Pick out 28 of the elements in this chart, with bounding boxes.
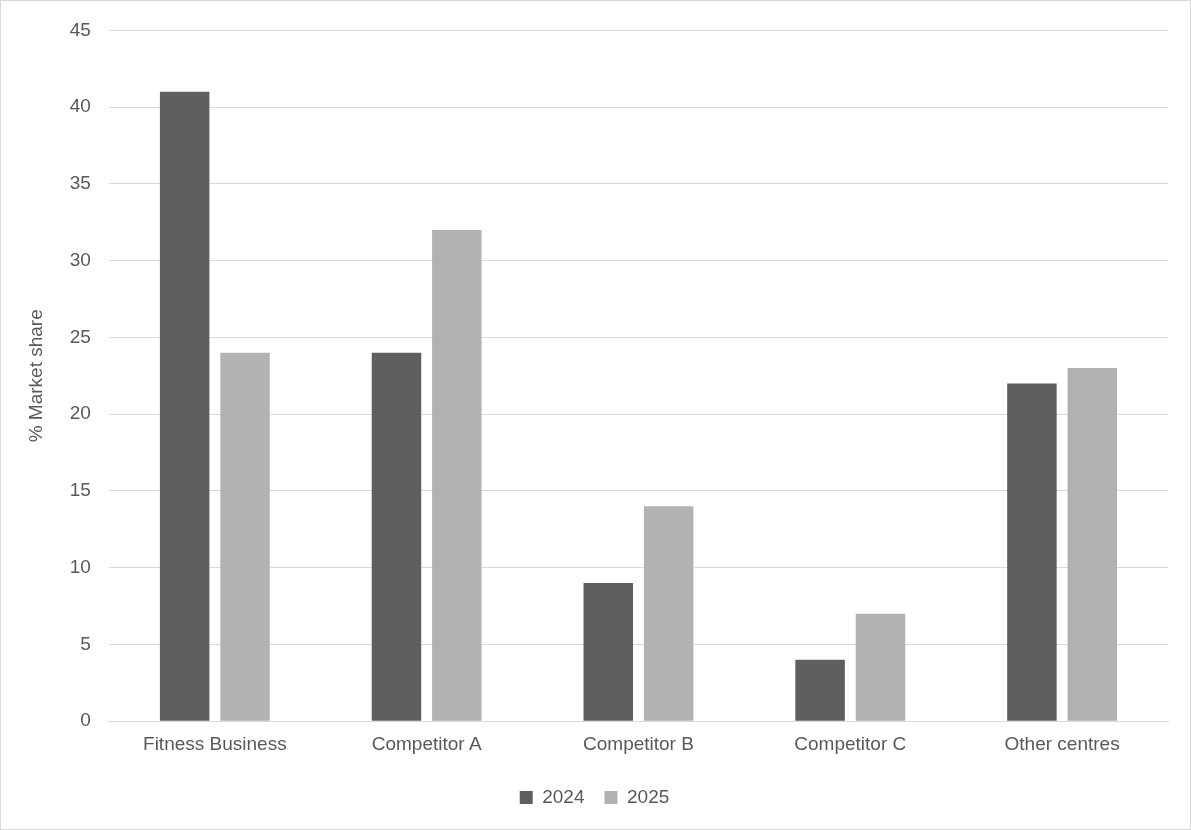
bar [1007, 383, 1057, 721]
bar [432, 229, 482, 721]
y-axis-title: % Market share [24, 309, 46, 443]
y-tick-label: 15 [69, 479, 91, 501]
y-tick-label: 45 [69, 18, 91, 40]
y-tick-label: 25 [69, 325, 91, 347]
bar [220, 352, 270, 721]
x-tick-label: Competitor A [371, 732, 482, 754]
bar [1067, 368, 1118, 721]
y-tick-label: 5 [80, 632, 91, 654]
x-tick-label: Other centres [1004, 732, 1120, 754]
bar [643, 506, 694, 721]
y-tick-label: 10 [69, 555, 91, 577]
y-tick-label: 40 [69, 95, 91, 117]
bar [159, 91, 210, 721]
x-tick-label: Competitor C [794, 732, 907, 754]
legend-label: 2025 [627, 785, 670, 807]
bar [795, 659, 845, 721]
y-tick-label: 20 [69, 402, 91, 424]
y-tick-label: 35 [69, 172, 91, 194]
x-tick-label: Fitness Business [143, 732, 287, 754]
bar [855, 613, 906, 721]
bar [371, 352, 422, 721]
x-tick-label: Competitor B [583, 732, 694, 754]
y-tick-label: 30 [69, 248, 91, 270]
y-tick-label: 0 [80, 709, 91, 731]
bar [583, 583, 634, 721]
legend-label: 2024 [542, 785, 585, 807]
